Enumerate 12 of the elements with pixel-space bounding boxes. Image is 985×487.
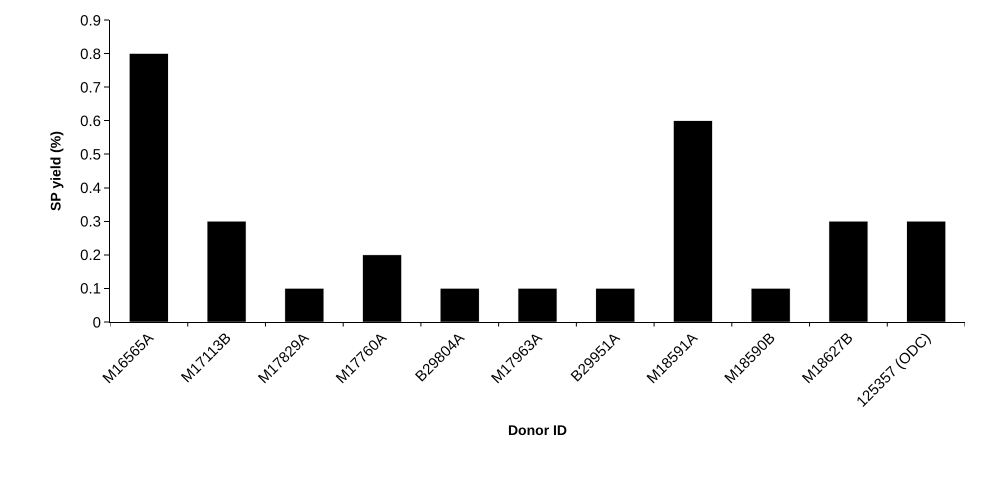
y-tick-label: 0.8 (80, 46, 101, 63)
y-tick-label: 0.3 (80, 214, 101, 231)
y-tick-label: 0.7 (80, 79, 101, 96)
x-axis-title: Donor ID (508, 422, 568, 438)
y-tick-label: 0.2 (80, 247, 101, 264)
y-tick-label: 0.4 (80, 180, 101, 198)
y-tick-label: 0.6 (80, 112, 101, 130)
y-tick-label: 0 (92, 314, 101, 332)
y-tick-label: 0.1 (80, 280, 101, 298)
y-tick-label: 0.9 (80, 12, 101, 30)
y-axis-title: SP yield (%) (48, 131, 64, 211)
y-tick-label: 0.5 (80, 146, 101, 164)
